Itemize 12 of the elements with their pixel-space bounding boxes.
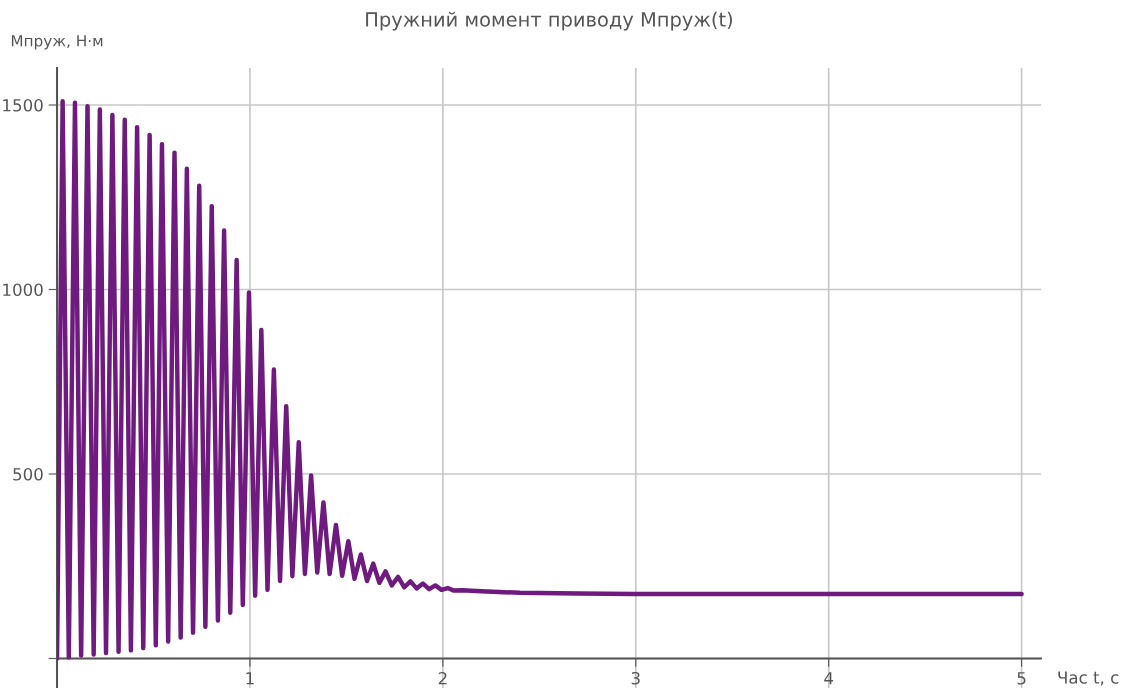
x-axis-title: Час t, с	[1058, 671, 1119, 686]
x-tick-label: 1	[246, 672, 254, 685]
y-tick-label: 500	[13, 467, 43, 481]
y-tick-label: 1500	[3, 98, 43, 112]
line-series	[57, 99, 1024, 661]
y-tick-label: 1000	[3, 283, 43, 297]
x-tick-label: 4	[824, 672, 834, 685]
x-tick-label: 2	[438, 671, 447, 685]
x-tick-label: 5	[1017, 672, 1026, 685]
x-tick-label: 3	[631, 671, 640, 685]
chart-title: Пружний момент приводу Мпруж(t)	[366, 11, 732, 31]
y-axis-title: Мпруж, Н·м	[11, 35, 103, 50]
